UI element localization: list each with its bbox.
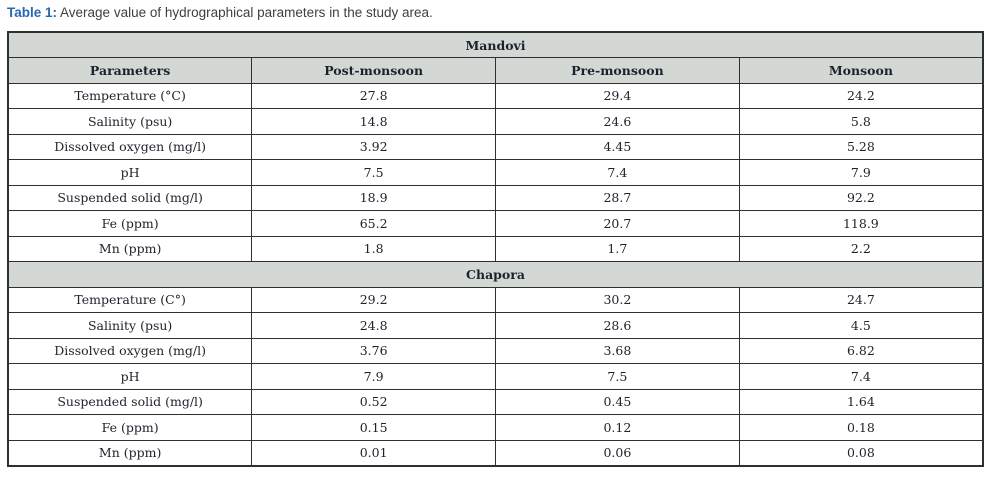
value-cell: 5.8 <box>738 108 984 135</box>
value-cell: 1.7 <box>495 235 740 262</box>
value-cell: 7.5 <box>495 363 740 390</box>
table-row: Mn (ppm) 0.01 0.06 0.08 <box>7 439 984 466</box>
value-cell: 28.6 <box>495 312 740 339</box>
value-cell: 0.08 <box>738 439 984 466</box>
value-cell: 29.4 <box>495 82 740 109</box>
value-cell: 4.5 <box>738 312 984 339</box>
value-cell: 24.8 <box>251 312 496 339</box>
value-cell: 0.45 <box>495 388 740 415</box>
value-cell: 7.4 <box>738 363 984 390</box>
parameter-cell: Temperature (C°) <box>7 286 253 313</box>
parameter-cell: Mn (ppm) <box>7 439 253 466</box>
table-row: Fe (ppm) 65.2 20.7 118.9 <box>7 210 984 237</box>
parameter-cell: Dissolved oxygen (mg/l) <box>7 337 253 364</box>
table-row: pH 7.9 7.5 7.4 <box>7 363 984 390</box>
value-cell: 27.8 <box>251 82 496 109</box>
value-cell: 0.18 <box>738 414 984 441</box>
value-cell: 0.52 <box>251 388 496 415</box>
parameter-cell: pH <box>7 363 253 390</box>
parameter-cell: Salinity (psu) <box>7 108 253 135</box>
value-cell: 4.45 <box>495 133 740 160</box>
value-cell: 20.7 <box>495 210 740 237</box>
value-cell: 24.7 <box>738 286 984 313</box>
parameter-cell: Suspended solid (mg/l) <box>7 388 253 415</box>
table-row: Fe (ppm) 0.15 0.12 0.18 <box>7 414 984 441</box>
value-cell: 7.9 <box>251 363 496 390</box>
table-row: Dissolved oxygen (mg/l) 3.76 3.68 6.82 <box>7 337 984 364</box>
value-cell: 118.9 <box>738 210 984 237</box>
table-row: Suspended solid (mg/l) 18.9 28.7 92.2 <box>7 184 984 211</box>
value-cell: 5.28 <box>738 133 984 160</box>
section-title-mandovi: Mandovi <box>7 31 984 58</box>
value-cell: 7.5 <box>251 159 496 186</box>
value-cell: 28.7 <box>495 184 740 211</box>
value-cell: 30.2 <box>495 286 740 313</box>
parameter-cell: Suspended solid (mg/l) <box>7 184 253 211</box>
parameter-cell: Fe (ppm) <box>7 210 253 237</box>
value-cell: 92.2 <box>738 184 984 211</box>
value-cell: 24.2 <box>738 82 984 109</box>
column-header-pre-monsoon: Pre-monsoon <box>495 57 740 84</box>
table-caption-label: Table 1: <box>7 5 58 20</box>
value-cell: 0.15 <box>251 414 496 441</box>
column-header-monsoon: Monsoon <box>738 57 984 84</box>
section-header-row-mandovi: Mandovi <box>7 31 984 58</box>
value-cell: 0.12 <box>495 414 740 441</box>
table-caption: Table 1: Average value of hydrographical… <box>7 5 433 20</box>
section-header-row-chapora: Chapora <box>7 261 984 288</box>
table-row: Temperature (C°) 29.2 30.2 24.7 <box>7 286 984 313</box>
parameter-cell: Temperature (°C) <box>7 82 253 109</box>
parameter-cell: pH <box>7 159 253 186</box>
value-cell: 6.82 <box>738 337 984 364</box>
column-header-post-monsoon: Post-monsoon <box>251 57 496 84</box>
parameter-cell: Fe (ppm) <box>7 414 253 441</box>
column-header-parameters: Parameters <box>7 57 253 84</box>
table-row: Suspended solid (mg/l) 0.52 0.45 1.64 <box>7 388 984 415</box>
value-cell: 3.76 <box>251 337 496 364</box>
value-cell: 3.92 <box>251 133 496 160</box>
value-cell: 18.9 <box>251 184 496 211</box>
table-row: Dissolved oxygen (mg/l) 3.92 4.45 5.28 <box>7 133 984 160</box>
value-cell: 29.2 <box>251 286 496 313</box>
value-cell: 3.68 <box>495 337 740 364</box>
value-cell: 24.6 <box>495 108 740 135</box>
hydrographical-parameters-table: Mandovi Parameters Post-monsoon Pre-mons… <box>7 31 984 467</box>
table-row: pH 7.5 7.4 7.9 <box>7 159 984 186</box>
value-cell: 7.4 <box>495 159 740 186</box>
value-cell: 65.2 <box>251 210 496 237</box>
parameter-cell: Salinity (psu) <box>7 312 253 339</box>
value-cell: 1.64 <box>738 388 984 415</box>
table-row: Salinity (psu) 14.8 24.6 5.8 <box>7 108 984 135</box>
value-cell: 1.8 <box>251 235 496 262</box>
column-header-row: Parameters Post-monsoon Pre-monsoon Mons… <box>7 57 984 84</box>
value-cell: 14.8 <box>251 108 496 135</box>
table-row: Mn (ppm) 1.8 1.7 2.2 <box>7 235 984 262</box>
parameter-cell: Mn (ppm) <box>7 235 253 262</box>
value-cell: 0.06 <box>495 439 740 466</box>
table-row: Temperature (°C) 27.8 29.4 24.2 <box>7 82 984 109</box>
value-cell: 7.9 <box>738 159 984 186</box>
table-caption-text: Average value of hydrographical paramete… <box>60 5 433 20</box>
table-row: Salinity (psu) 24.8 28.6 4.5 <box>7 312 984 339</box>
section-title-chapora: Chapora <box>7 261 984 288</box>
value-cell: 0.01 <box>251 439 496 466</box>
parameter-cell: Dissolved oxygen (mg/l) <box>7 133 253 160</box>
value-cell: 2.2 <box>738 235 984 262</box>
